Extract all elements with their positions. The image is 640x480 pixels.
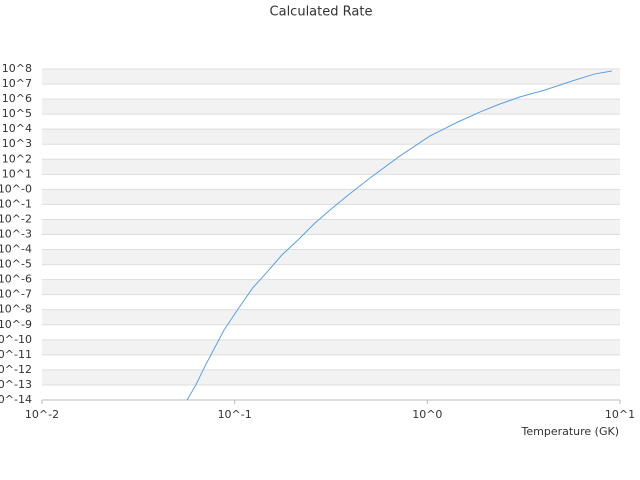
grid-band xyxy=(42,339,620,355)
x-tick-label: 10^-2 xyxy=(25,408,59,421)
x-axis-label: Temperature (GK) xyxy=(521,425,620,438)
y-tick-label: 10^-9 xyxy=(0,318,32,331)
y-tick-label: 10^7 xyxy=(2,77,32,90)
y-tick-label: 10^-8 xyxy=(0,303,32,316)
grid-band xyxy=(42,159,620,175)
x-tick-label: 10^1 xyxy=(605,408,635,421)
y-tick-label: 10^5 xyxy=(2,107,32,120)
chart-title: Calculated Rate xyxy=(270,5,373,20)
y-tick-label: 10^-11 xyxy=(0,348,32,361)
y-tick-label: 10^-3 xyxy=(0,228,32,241)
y-tick-label: 10^-1 xyxy=(0,197,32,210)
grid-band xyxy=(42,309,620,325)
x-tick-label: 10^-1 xyxy=(218,408,252,421)
grid-band xyxy=(42,189,620,205)
grid-band xyxy=(42,99,620,115)
y-tick-label: 10^1 xyxy=(2,167,32,180)
grid-band xyxy=(42,219,620,235)
y-tick-label: 10^-6 xyxy=(0,273,32,286)
y-tick-label: 10^-7 xyxy=(0,288,32,301)
grid-band xyxy=(42,129,620,145)
x-tick-label: 10^0 xyxy=(412,408,442,421)
grid-band xyxy=(42,249,620,265)
grid-band xyxy=(42,279,620,295)
y-tick-label: 10^8 xyxy=(2,62,32,75)
y-tick-label: 10^-5 xyxy=(0,258,32,271)
y-tick-label: 10^-10 xyxy=(0,333,32,346)
y-tick-label: 10^4 xyxy=(2,122,32,135)
y-tick-label: 10^-2 xyxy=(0,212,32,225)
y-tick-label: 10^3 xyxy=(2,137,32,150)
y-tick-label: 10^-0 xyxy=(0,182,32,195)
grid-band xyxy=(42,69,620,85)
y-tick-label: 10^2 xyxy=(2,152,32,165)
y-tick-label: 10^-4 xyxy=(0,243,32,256)
data-line xyxy=(186,70,613,401)
y-tick-label: 10^-13 xyxy=(0,378,32,391)
y-tick-label: 10^-12 xyxy=(0,363,32,376)
y-tick-label: 10^-14 xyxy=(0,393,32,406)
y-tick-label: 10^6 xyxy=(2,92,32,105)
grid-band xyxy=(42,369,620,385)
